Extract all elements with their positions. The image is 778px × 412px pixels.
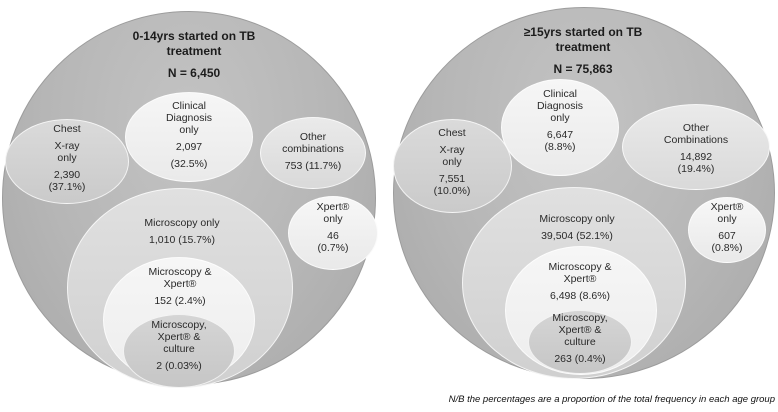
ellipse-xpert-only: [688, 197, 766, 263]
label-other-combinations: Other combinations 753 (11.7%): [282, 131, 344, 172]
ellipse-chest-xray-only: [393, 119, 512, 213]
label-chest-xray-only: Chest X-ray only 2,390 (37.1%): [48, 123, 86, 193]
label-microscopy-xpert: Microscopy & Xpert® 6,498 (8.6%): [548, 261, 612, 302]
label-clinical-diagnosis-only: Clinical Diagnosis only 6,647 (8.8%): [536, 88, 584, 153]
ellipse-clinical-diagnosis-only: [501, 79, 619, 176]
ellipse-microscopy-xpert-culture: [123, 314, 235, 388]
diagram-title-15plus: ≥15yrs started on TB treatment N = 75,863: [523, 25, 643, 76]
label-chest-xray-only: Chest X-ray only 7,551 (10.0%): [433, 127, 471, 197]
label-xpert-only: Xpert® only 46 (0.7%): [316, 201, 350, 254]
ellipse-other-combinations: [622, 104, 770, 190]
ellipse-clinical-diagnosis-only: [125, 92, 253, 182]
ellipse-xpert-only: [288, 196, 378, 270]
ellipse-microscopy-xpert-culture: [528, 310, 632, 374]
label-microscopy-xpert: Microscopy & Xpert® 152 (2.4%): [148, 266, 212, 307]
ellipse-chest-xray-only: [5, 119, 129, 204]
label-microscopy-only: Microscopy only 1,010 (15.7%): [144, 217, 220, 246]
diagram-title-0-14: 0-14yrs started on TB treatment N = 6,450: [132, 29, 256, 80]
label-clinical-diagnosis-only: Clinical Diagnosis only 2,097 (32.5%): [165, 100, 213, 170]
footnote: N/B the percentages are a proportion of …: [448, 394, 775, 405]
ellipse-other-combinations: [260, 117, 366, 189]
label-xpert-only: Xpert® only 607 (0.8%): [710, 201, 744, 254]
label-microscopy-xpert-culture: Microscopy, Xpert® & culture 263 (0.4%): [552, 312, 608, 365]
label-other-combinations: Other Combinations 14,892 (19.4%): [663, 122, 729, 175]
label-microscopy-xpert-culture: Microscopy, Xpert® & culture 2 (0.03%): [151, 319, 207, 372]
label-microscopy-only: Microscopy only 39,504 (52.1%): [539, 213, 615, 242]
